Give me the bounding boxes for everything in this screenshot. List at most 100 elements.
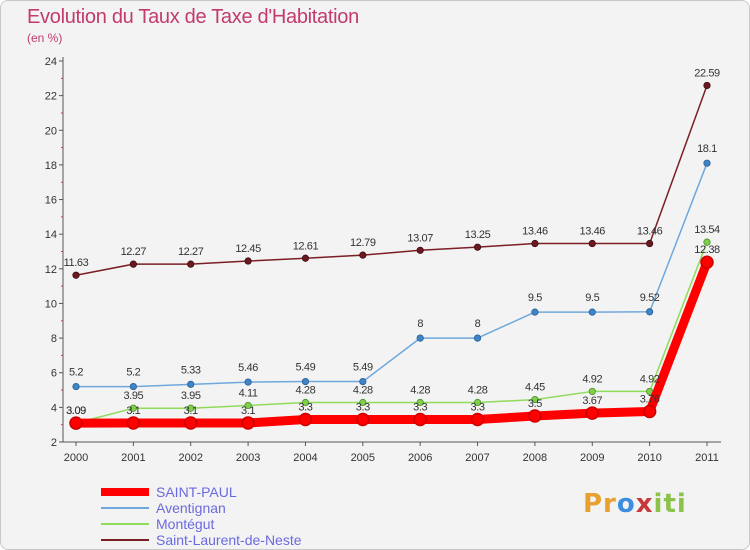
chart-subtitle: (en %): [27, 31, 63, 45]
y-tick-label: 24: [45, 56, 57, 68]
data-point-montegut[interactable]: [129, 404, 137, 412]
data-point-montegut[interactable]: [244, 401, 252, 410]
data-point-saint-laurent-de-neste[interactable]: [703, 81, 711, 90]
data-label-aventignan: 9.5: [585, 292, 599, 304]
data-point-aventignan[interactable]: [244, 378, 252, 386]
data-label-aventignan: 5.49: [296, 362, 316, 374]
legend: SAINT-PAUL Aventignan Montégut Saint-Lau…: [101, 484, 302, 548]
x-tick-label: 2003: [236, 452, 260, 464]
data-point-saint-laurent-de-neste[interactable]: [301, 254, 310, 262]
data-label-aventignan: 18.1: [697, 143, 717, 155]
data-label-aventignan: 9.5: [528, 292, 542, 304]
data-point-aventignan[interactable]: [588, 308, 596, 316]
legend-item-montegut[interactable]: Montégut: [101, 516, 302, 532]
y-tick-label: 20: [45, 125, 57, 137]
data-point-saint-paul[interactable]: [183, 416, 198, 430]
data-label-aventignan: 8: [417, 318, 423, 330]
data-point-saint-laurent-de-neste[interactable]: [473, 243, 482, 251]
data-label-montegut: 3.95: [181, 390, 201, 402]
data-point-montegut[interactable]: [703, 238, 711, 246]
data-label-saint-paul: 3.67: [582, 395, 602, 407]
data-point-aventignan[interactable]: [301, 377, 310, 386]
data-point-aventignan[interactable]: [416, 334, 424, 342]
chart-title: Evolution du Taux de Taxe d'Habitation: [27, 6, 359, 28]
data-labels: 11.63 12.27 12.27 12.45 12.61 12.79 13.07 13.25…: [64, 67, 721, 417]
data-point-saint-paul[interactable]: [69, 416, 83, 430]
data-label-saint-paul: 3.09: [66, 405, 86, 417]
data-point-saint-laurent-de-neste[interactable]: [359, 251, 367, 259]
legend-swatch-montegut: [101, 523, 149, 525]
data-point-aventignan[interactable]: [703, 159, 711, 167]
y-tick-label: 18: [45, 160, 57, 172]
data-point-montegut[interactable]: [301, 398, 310, 407]
data-label-montegut: 4.28: [468, 385, 488, 397]
data-point-montegut[interactable]: [473, 398, 482, 407]
data-label-montegut: 4.45: [525, 382, 545, 394]
data-point-saint-paul[interactable]: [700, 255, 714, 269]
x-tick-label: 2000: [64, 452, 88, 464]
data-point-aventignan[interactable]: [646, 308, 654, 316]
data-label-saint-paul: 3.3: [470, 401, 484, 413]
series-line-saint-laurent-de-neste: [75, 84, 708, 276]
data-point-montegut[interactable]: [588, 387, 596, 396]
data-point-saint-laurent-de-neste[interactable]: [129, 260, 137, 268]
data-label-montegut: 4.92: [640, 373, 660, 385]
data-point-montegut[interactable]: [416, 398, 424, 407]
legend-item-saint-laurent-de-neste[interactable]: Saint-Laurent-de-Neste: [101, 532, 302, 548]
data-label-saint-paul: 3.3: [413, 401, 427, 413]
data-point-aventignan[interactable]: [187, 380, 195, 388]
data-point-saint-laurent-de-neste[interactable]: [187, 260, 195, 268]
data-label-saint-paul: 3.3: [356, 401, 370, 413]
data-point-aventignan[interactable]: [129, 382, 137, 391]
series-lines: [69, 81, 714, 430]
y-tick-label: 10: [45, 298, 57, 310]
y-tick-label: 16: [45, 195, 57, 207]
x-tick-label: 2002: [178, 452, 202, 464]
x-tick-label: 2011: [695, 452, 719, 464]
data-point-saint-laurent-de-neste[interactable]: [646, 239, 654, 248]
data-point-montegut[interactable]: [359, 398, 367, 407]
data-label-saint-laurent-de-neste: 22.59: [694, 67, 720, 79]
legend-label: Saint-Laurent-de-Neste: [156, 532, 302, 548]
data-point-saint-paul[interactable]: [126, 416, 141, 430]
data-point-aventignan[interactable]: [531, 308, 539, 316]
legend-swatch-aventignan: [101, 507, 149, 509]
data-label-saint-laurent-de-neste: 13.46: [522, 226, 548, 238]
data-point-saint-paul[interactable]: [241, 416, 255, 430]
data-point-saint-laurent-de-neste[interactable]: [72, 271, 80, 279]
series-line-saint-paul: [71, 257, 712, 428]
legend-item-saint-paul[interactable]: SAINT-PAUL: [101, 484, 302, 500]
data-point-saint-paul[interactable]: [528, 409, 542, 423]
data-point-aventignan[interactable]: [72, 382, 80, 391]
data-point-saint-laurent-de-neste[interactable]: [244, 257, 252, 265]
data-point-saint-paul[interactable]: [413, 412, 427, 427]
data-label-saint-paul: 3.1: [241, 405, 255, 417]
data-point-saint-paul[interactable]: [356, 412, 370, 427]
data-point-montegut[interactable]: [531, 395, 539, 404]
data-point-saint-paul[interactable]: [642, 404, 657, 419]
data-point-saint-paul[interactable]: [470, 412, 485, 427]
series-line-aventignan: [75, 162, 708, 388]
data-point-saint-laurent-de-neste[interactable]: [531, 239, 539, 248]
x-tick-label: 2009: [580, 452, 604, 464]
data-point-aventignan[interactable]: [473, 334, 482, 342]
data-label-saint-laurent-de-neste: 11.63: [64, 257, 89, 269]
x-tick-label: 2001: [121, 452, 145, 464]
data-point-saint-laurent-de-neste[interactable]: [588, 239, 596, 248]
data-point-montegut[interactable]: [187, 404, 195, 412]
data-point-saint-paul[interactable]: [298, 412, 313, 427]
data-label-aventignan: 5.46: [238, 362, 258, 374]
data-point-saint-laurent-de-neste[interactable]: [416, 246, 424, 254]
y-tick-label: 22: [45, 91, 57, 103]
data-point-aventignan[interactable]: [359, 377, 367, 386]
data-label-montegut: 4.92: [582, 373, 602, 385]
data-point-saint-paul[interactable]: [585, 406, 600, 420]
legend-item-aventignan[interactable]: Aventignan: [101, 500, 302, 516]
legend-label: Montégut: [156, 516, 215, 532]
proxiti-logo[interactable]: Proxiti: [583, 489, 687, 519]
data-label-aventignan: 5.33: [181, 364, 201, 376]
y-tick-label: 12: [45, 264, 57, 276]
x-tick-label: 2006: [408, 452, 432, 464]
